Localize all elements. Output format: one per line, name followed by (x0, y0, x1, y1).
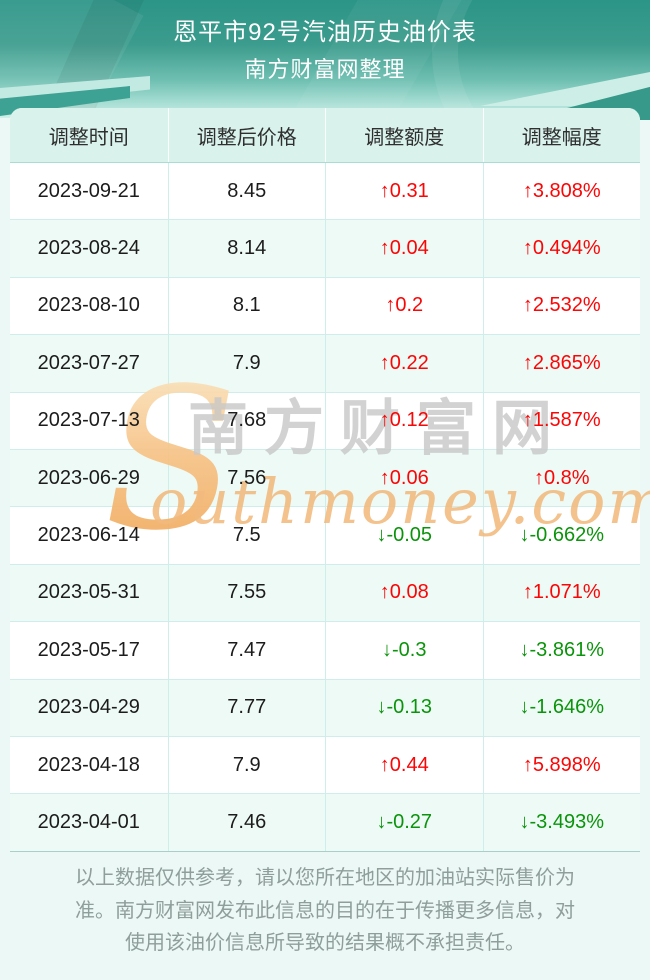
table-row: 2023-05-31 7.55 ↑0.08 ↑1.071% (10, 564, 641, 623)
cell-price: 7.9 (167, 335, 326, 392)
cell-change-percent: ↑2.865% (482, 335, 641, 392)
table-row: 2023-07-27 7.9 ↑0.22 ↑2.865% (10, 335, 641, 393)
column-header-price: 调整后价格 (167, 108, 326, 162)
page-subtitle: 南方财富网整理 (244, 57, 406, 82)
cell-change-percent: ↓-3.861% (482, 622, 641, 679)
cell-date: 2023-04-18 (37, 753, 140, 776)
cell-price: 8.45 (167, 163, 326, 220)
table-row: 2023-06-14 7.5 ↓-0.05 ↓-0.662% (10, 507, 641, 565)
cell-price: 7.77 (167, 679, 326, 736)
table-row: 2023-08-10 8.1 ↑0.2 ↑2.532% (10, 277, 641, 336)
table-header-row: 调整时间 调整后价格 调整额度 调整幅度 (10, 108, 640, 163)
cell-price: 8.1 (167, 277, 326, 335)
table-row: 2023-07-13 7.68 ↑0.12 ↑1.587% (10, 392, 641, 450)
cell-change-amount: ↑0.31 (325, 163, 483, 220)
cell-date: 2023-07-13 (37, 409, 140, 432)
table-row: 2023-08-24 8.14 ↑0.04 ↑0.494% (10, 220, 641, 278)
column-header-date: 调整时间 (48, 126, 129, 149)
cell-change-amount: ↑0.04 (325, 220, 483, 277)
cell-change-percent: ↑1.587% (482, 392, 641, 449)
cell-price: 7.47 (167, 622, 326, 679)
cell-date: 2023-06-29 (37, 466, 140, 489)
cell-change-amount: ↓-0.27 (325, 794, 483, 851)
cell-price: 7.56 (167, 449, 326, 507)
table-row: 2023-04-29 7.77 ↓-0.13 ↓-1.646% (10, 679, 641, 737)
column-header-change-percent: 调整幅度 (482, 108, 641, 162)
cell-change-amount: ↑0.06 (325, 449, 483, 507)
cell-date: 2023-09-21 (37, 179, 140, 202)
cell-change-percent: ↑1.071% (482, 564, 641, 622)
cell-change-amount: ↓-0.05 (325, 507, 483, 564)
cell-change-amount: ↑0.2 (325, 277, 483, 335)
cell-price: 7.68 (167, 392, 326, 449)
footer-disclaimer: 以上数据仅供参考，请以您所在地区的加油站实际售价为准。南方财富网发布此信息的目的… (75, 867, 575, 954)
price-table: 调整时间 调整后价格 调整额度 调整幅度 2023-09-21 8.45 ↑0.… (10, 108, 640, 852)
cell-price: 8.14 (167, 220, 326, 277)
cell-change-amount: ↑0.22 (325, 335, 483, 392)
cell-price: 7.46 (167, 794, 326, 851)
cell-change-percent: ↑2.532% (482, 277, 641, 335)
cell-change-percent: ↑0.8% (482, 449, 641, 507)
cell-change-percent: ↑5.898% (482, 736, 641, 794)
cell-change-amount: ↓-0.3 (325, 622, 483, 679)
table-row: 2023-04-01 7.46 ↓-0.27 ↓-3.493% (10, 794, 641, 851)
cell-change-percent: ↓-3.493% (482, 794, 641, 851)
cell-date: 2023-04-29 (37, 696, 140, 719)
cell-price: 7.5 (167, 507, 326, 564)
cell-date: 2023-05-31 (37, 581, 140, 604)
cell-change-percent: ↑0.494% (482, 220, 641, 277)
column-header-change-amount: 调整额度 (325, 108, 483, 162)
cell-date: 2023-07-27 (37, 351, 140, 374)
page-title: 恩平市92号汽油历史油价表 (173, 19, 477, 46)
cell-change-amount: ↑0.44 (325, 736, 483, 794)
cell-date: 2023-05-17 (37, 638, 140, 661)
table-row: 2023-04-18 7.9 ↑0.44 ↑5.898% (10, 736, 641, 795)
cell-change-amount: ↓-0.13 (325, 679, 483, 736)
cell-change-percent: ↑3.808% (482, 163, 641, 220)
cell-change-amount: ↑0.08 (325, 564, 483, 622)
table-row: 2023-06-29 7.56 ↑0.06 ↑0.8% (10, 449, 641, 508)
cell-date: 2023-08-10 (37, 294, 140, 317)
table-body: 2023-09-21 8.45 ↑0.31 ↑3.808% 2023-08-24… (10, 163, 640, 851)
cell-price: 7.55 (167, 564, 326, 622)
table-row: 2023-05-17 7.47 ↓-0.3 ↓-3.861% (10, 622, 641, 680)
cell-date: 2023-08-24 (37, 237, 140, 260)
cell-change-percent: ↓-0.662% (482, 507, 641, 564)
cell-change-amount: ↑0.12 (325, 392, 483, 449)
table-row: 2023-09-21 8.45 ↑0.31 ↑3.808% (10, 163, 641, 221)
cell-price: 7.9 (167, 736, 326, 794)
cell-change-percent: ↓-1.646% (482, 679, 641, 736)
cell-date: 2023-04-01 (37, 810, 140, 833)
cell-date: 2023-06-14 (37, 524, 140, 547)
